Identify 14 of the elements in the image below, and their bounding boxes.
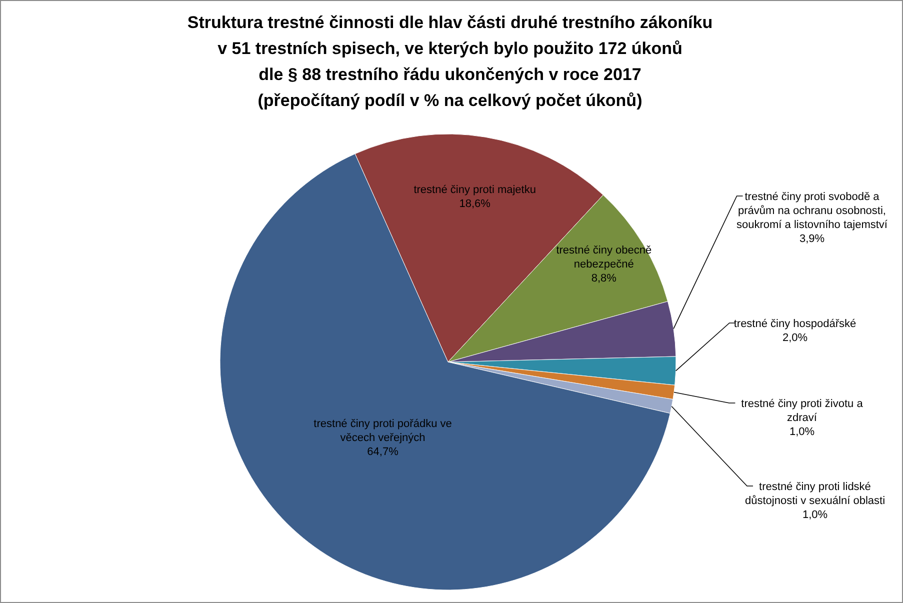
data-label: 2,0% [782, 332, 808, 344]
chart-title: Struktura trestné činnosti dle hlav části druhé trestního zákoníku v 51 trestních spisech, ve kterých bylo použito 172 úkonů dle § 88 trestního řádu ukončených v roce 2017 (přepočítaný podíl v % na celkový počet úkonů) [187, 13, 713, 110]
slice-label: trestné činy hospodářské [734, 318, 856, 330]
slice-label: trestné činy proti pořádku ve věcech veřejných [314, 418, 452, 444]
data-label: 1,0% [802, 509, 828, 521]
slice-label: trestné činy proti majetku [414, 184, 536, 196]
data-label: 64,7% [367, 446, 399, 458]
slice-label: trestné činy proti lidské důstojnosti v sexuální oblasti [744, 481, 886, 507]
data-label: 3,9% [799, 233, 825, 245]
slice-label: trestné činy proti životu a zdraví [741, 398, 864, 424]
data-label: 1,0% [789, 426, 815, 438]
slice-label: trestné činy proti svobodě a právům na ochranu osobnosti, soukromí a listovního tajemství [736, 191, 888, 231]
data-label: 18,6% [459, 198, 491, 210]
data-label: 8,8% [591, 272, 617, 284]
